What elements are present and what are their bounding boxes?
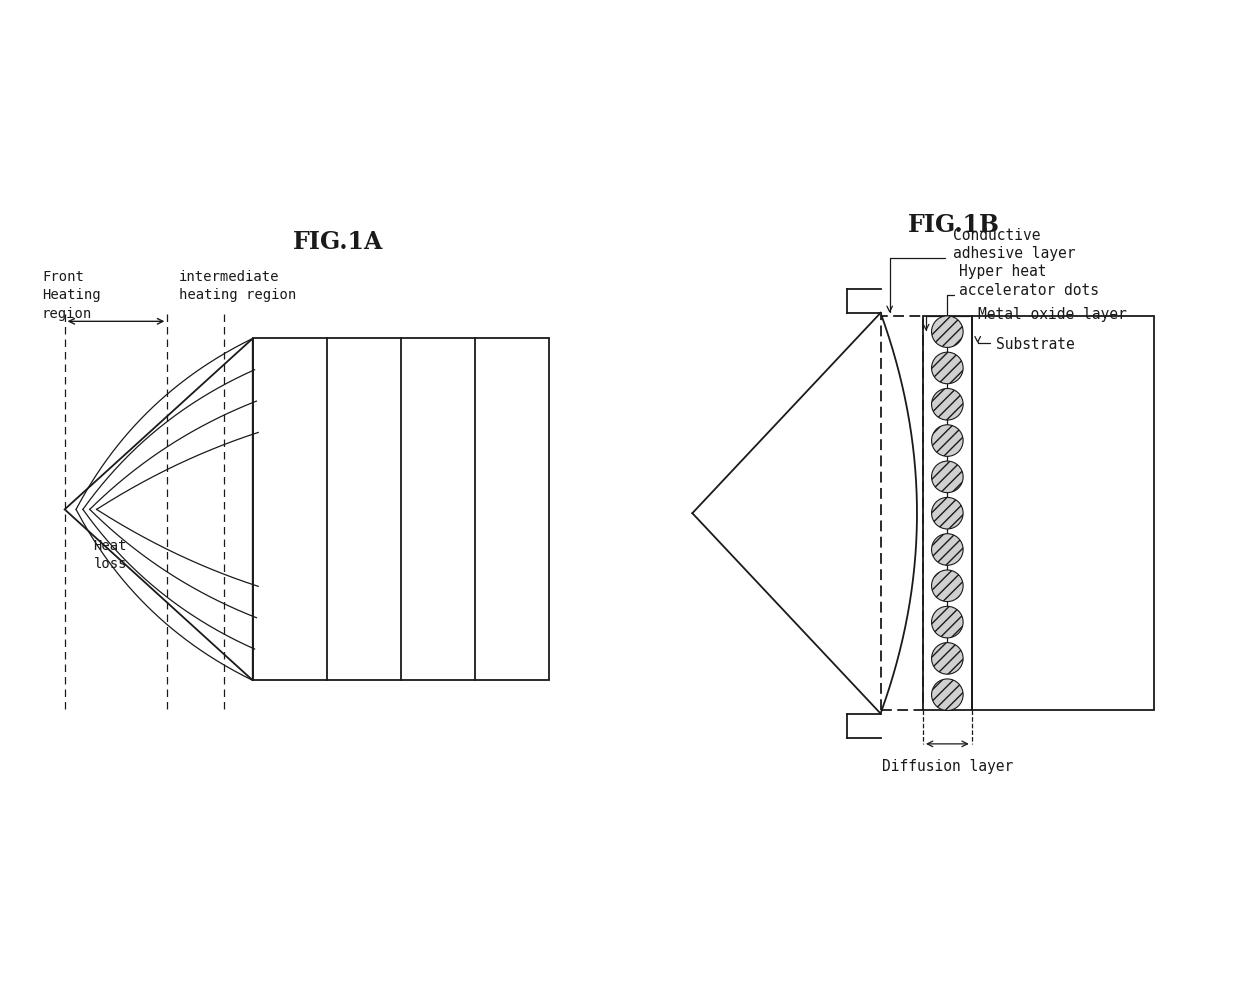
Circle shape [932,461,963,493]
Bar [881,316,923,710]
Text: FIG.1A: FIG.1A [294,230,383,254]
Text: Heat
loss: Heat loss [93,539,128,571]
Circle shape [932,316,963,348]
Circle shape [932,679,963,710]
Text: Conductive
adhesive layer: Conductive adhesive layer [954,228,1075,261]
Text: Metal oxide layer: Metal oxide layer [978,307,1126,322]
Bar [923,316,971,710]
Circle shape [932,388,963,420]
Circle shape [932,424,963,456]
Circle shape [932,353,963,383]
Circle shape [932,607,963,637]
Bar [253,339,549,680]
Bar [971,316,1154,710]
Text: intermediate
heating region: intermediate heating region [178,270,296,303]
Circle shape [932,534,963,566]
Text: Hyper heat
accelerator dots: Hyper heat accelerator dots [959,264,1099,298]
Text: Diffusion layer: Diffusion layer [882,759,1014,774]
Circle shape [932,642,963,674]
Circle shape [932,570,963,602]
Text: FIG.1B: FIG.1B [907,213,1000,237]
Text: Substrate: Substrate [996,337,1074,353]
Text: Front
Heating
region: Front Heating region [42,270,100,321]
Circle shape [932,497,963,529]
